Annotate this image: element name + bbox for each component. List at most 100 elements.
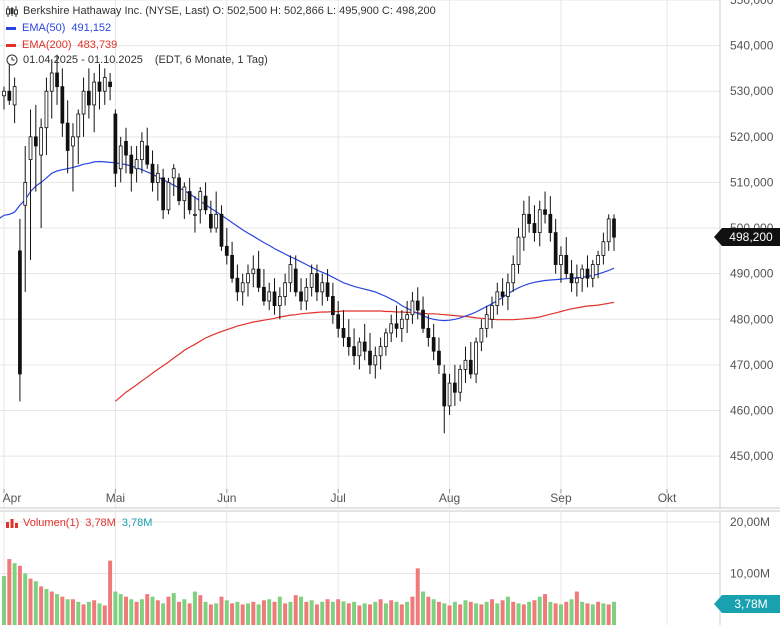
volume-bar: [139, 599, 144, 625]
header-title: Berkshire Hathaway Inc. (NYSE, Last) O: …: [23, 5, 436, 17]
volume-bar: [192, 591, 197, 625]
candle-body: [171, 168, 176, 179]
candle-body: [532, 223, 537, 233]
volume-bar: [447, 605, 452, 625]
price-tick-label: 470,000: [730, 358, 774, 372]
volume-bar: [267, 599, 272, 625]
volume-bar: [309, 600, 314, 625]
price-tick-label: 480,000: [730, 312, 774, 326]
candle-body: [320, 282, 325, 293]
candle-body: [118, 145, 123, 170]
candle-body: [490, 305, 494, 320]
volume-bar: [436, 601, 441, 625]
time-tick-label: Okt: [658, 491, 677, 505]
candle-body: [537, 209, 542, 233]
range-row: 01.04.2025 - 01.10.2025 (EDT, 6 Monate, …: [6, 54, 268, 66]
candle-body: [277, 296, 282, 306]
candle-body: [373, 355, 378, 366]
candle-body: [548, 213, 553, 233]
volume-bar: [383, 603, 388, 625]
volume-bar: [543, 594, 548, 625]
candle-body: [511, 264, 516, 284]
last-volume-badge: 3,78M: [722, 595, 780, 613]
candle-body: [155, 172, 160, 183]
candle-body: [108, 81, 112, 88]
candle-body: [182, 186, 187, 202]
time-tick-label: Aug: [439, 491, 460, 505]
volume-bar: [314, 604, 319, 625]
volume-bar: [442, 603, 447, 625]
candle-body: [150, 163, 155, 183]
volume-bar: [299, 596, 304, 625]
volume-bar: [145, 594, 150, 625]
volume-bar: [495, 603, 500, 625]
volume-bar: [352, 601, 357, 625]
candle-body: [161, 177, 165, 211]
ema50-swatch: [6, 26, 16, 30]
candle-body: [405, 314, 409, 320]
volume-bar: [49, 591, 54, 625]
candle-body: [516, 236, 521, 265]
candle-body: [431, 337, 436, 352]
volume-bar: [474, 603, 479, 625]
candle-body: [585, 268, 590, 279]
volume-bar: [553, 603, 558, 625]
candle-body: [92, 81, 97, 106]
volume-bar: [558, 604, 563, 625]
candle-body: [468, 359, 473, 375]
candle-body: [553, 232, 558, 265]
volume-bar: [102, 605, 107, 625]
candle-body: [256, 268, 261, 288]
volume-bar: [362, 603, 367, 625]
candle-body: [352, 346, 356, 357]
volume-bar: [55, 594, 60, 625]
candle-body: [219, 213, 224, 247]
ema200-path: [115, 301, 615, 402]
volume-bar: [304, 601, 309, 625]
volume-bar: [574, 591, 579, 625]
volume-tick-label: 20,00M: [730, 515, 770, 529]
volume-bar: [521, 604, 526, 625]
volume-bar: [283, 603, 288, 625]
volume-bar: [606, 604, 611, 625]
candle-body: [177, 177, 181, 202]
volume-bar: [288, 601, 293, 625]
volume-bar: [426, 596, 431, 625]
volume-bars: [2, 559, 616, 625]
volume-bar: [224, 600, 229, 625]
header-title-row: Berkshire Hathaway Inc. (NYSE, Last) O: …: [6, 5, 436, 17]
ema200-legend[interactable]: EMA(200) 483,739: [6, 39, 117, 51]
candle-body: [368, 350, 372, 366]
price-tick-label: 530,000: [730, 84, 774, 98]
candle-body: [479, 327, 484, 343]
candle-body: [81, 90, 86, 115]
volume-bar: [261, 600, 266, 625]
volume-bar: [399, 604, 404, 625]
volume-bar: [564, 601, 569, 625]
volume-bar: [108, 560, 113, 625]
candle-body: [65, 122, 70, 151]
volume-bar: [452, 601, 457, 625]
volume-bar: [256, 604, 261, 625]
volume-bar: [458, 604, 463, 625]
candle-body: [527, 213, 531, 224]
volume-legend[interactable]: Volumen(1) 3,78M 3,78M: [6, 517, 152, 529]
volume-bar: [60, 596, 65, 625]
volume-bar: [76, 601, 81, 625]
candle-body: [166, 182, 171, 211]
candle-body: [209, 213, 213, 229]
candle-body: [7, 90, 12, 101]
candle-body: [495, 291, 500, 306]
candle-body: [362, 341, 367, 352]
candle-body: [55, 72, 59, 88]
candle-body: [580, 268, 585, 279]
candle-body: [193, 213, 197, 216]
candle-body: [384, 332, 388, 348]
volume-bar: [601, 603, 606, 625]
volume-bar: [187, 603, 192, 625]
volume-bar: [325, 599, 330, 625]
volume-bar: [70, 599, 75, 625]
ema50-legend[interactable]: EMA(50) 491,152: [6, 22, 111, 34]
volume-bar: [516, 603, 521, 625]
